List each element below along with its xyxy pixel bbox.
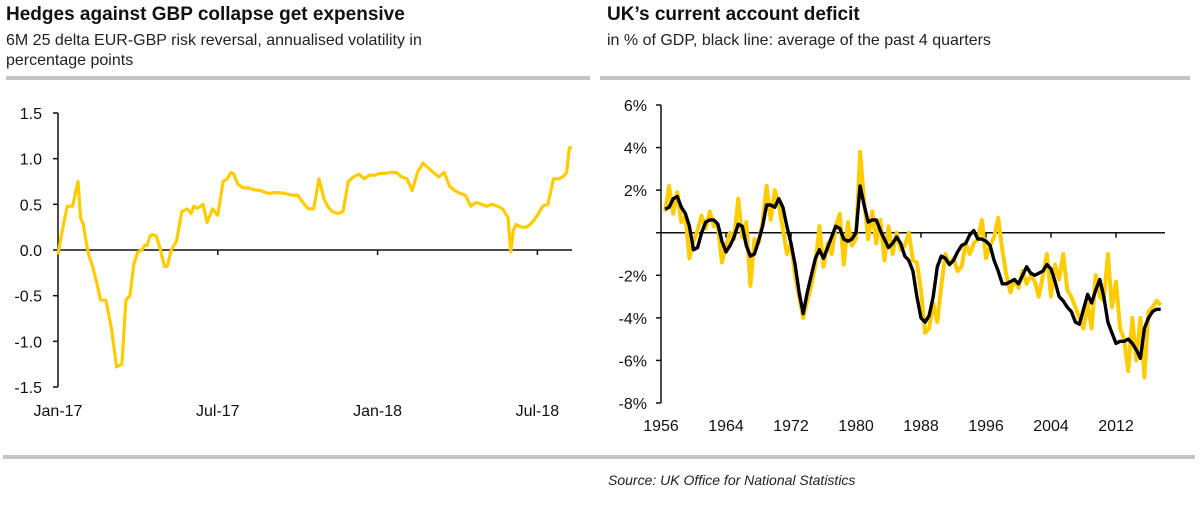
- left-header-rule: [6, 76, 590, 80]
- right-y-tick-label: 6%: [624, 98, 647, 115]
- left-x-tick-label: Jan-17: [34, 403, 83, 420]
- right-x-tick-label: 1964: [708, 418, 744, 435]
- left-chart-subtitle-line2: percentage points: [6, 52, 134, 69]
- left-y-tick-label: 1.0: [20, 152, 42, 169]
- right-x-tick-label: 1988: [903, 418, 939, 435]
- right-y-tick-label: 4%: [624, 141, 647, 158]
- footer-rule: [3, 455, 1195, 459]
- left-y-tick-label: -1.0: [14, 334, 42, 351]
- left-x-tick-label: Jul-17: [196, 403, 240, 420]
- left-chart: 1.5 1.0 0.5 0.0 -0.5 -1.0 -1.5 Jan-17 Jul-17 Jan-…: [14, 106, 572, 420]
- right-x-tick-label: 2004: [1033, 418, 1069, 435]
- left-x-tick-label: Jan-18: [353, 403, 402, 420]
- left-y-tick-label: 0.5: [20, 197, 42, 214]
- left-chart-subtitle: 6M 25 delta EUR-GBP risk reversal, annua…: [6, 31, 422, 71]
- right-y-tick-label: -2%: [619, 268, 647, 285]
- left-y-tick-label: 1.5: [20, 106, 42, 123]
- left-y-tick-label: 0.0: [20, 243, 42, 260]
- right-chart-subtitle: in % of GDP, black line: average of the …: [607, 32, 991, 49]
- right-y-tick-label: -6%: [619, 353, 647, 370]
- right-x-tick-label: 1956: [643, 418, 679, 435]
- left-chart-subtitle-line1: 6M 25 delta EUR-GBP risk reversal, annua…: [6, 32, 422, 49]
- right-y-tick-label: 2%: [624, 183, 647, 200]
- left-chart-title: Hedges against GBP collapse get expensiv…: [6, 4, 405, 25]
- right-x-tick-label: 1972: [773, 418, 809, 435]
- right-x-tick-label: 1996: [968, 418, 1004, 435]
- left-series-line: [56, 146, 572, 369]
- right-x-tick-label: 1980: [838, 418, 874, 435]
- right-series-quarterly-line: [663, 149, 1163, 380]
- right-y-tick-label: -8%: [619, 396, 647, 413]
- right-series-average-line: [664, 184, 1161, 360]
- source-note: Source: UK Office for National Statistic…: [608, 472, 856, 488]
- right-y-tick-label: -4%: [619, 311, 647, 328]
- right-chart: 6% 4% 2% -2% -4% -6% -8% 1956 1964 1972 1980 1988 19…: [619, 98, 1165, 435]
- left-y-tick-label: -0.5: [14, 289, 42, 306]
- right-chart-title: UK’s current account deficit: [607, 4, 860, 25]
- right-header-rule: [600, 76, 1190, 80]
- right-x-tick-label: 2012: [1098, 418, 1134, 435]
- left-x-tick-label: Jul-18: [516, 403, 560, 420]
- left-y-tick-label: -1.5: [14, 380, 42, 397]
